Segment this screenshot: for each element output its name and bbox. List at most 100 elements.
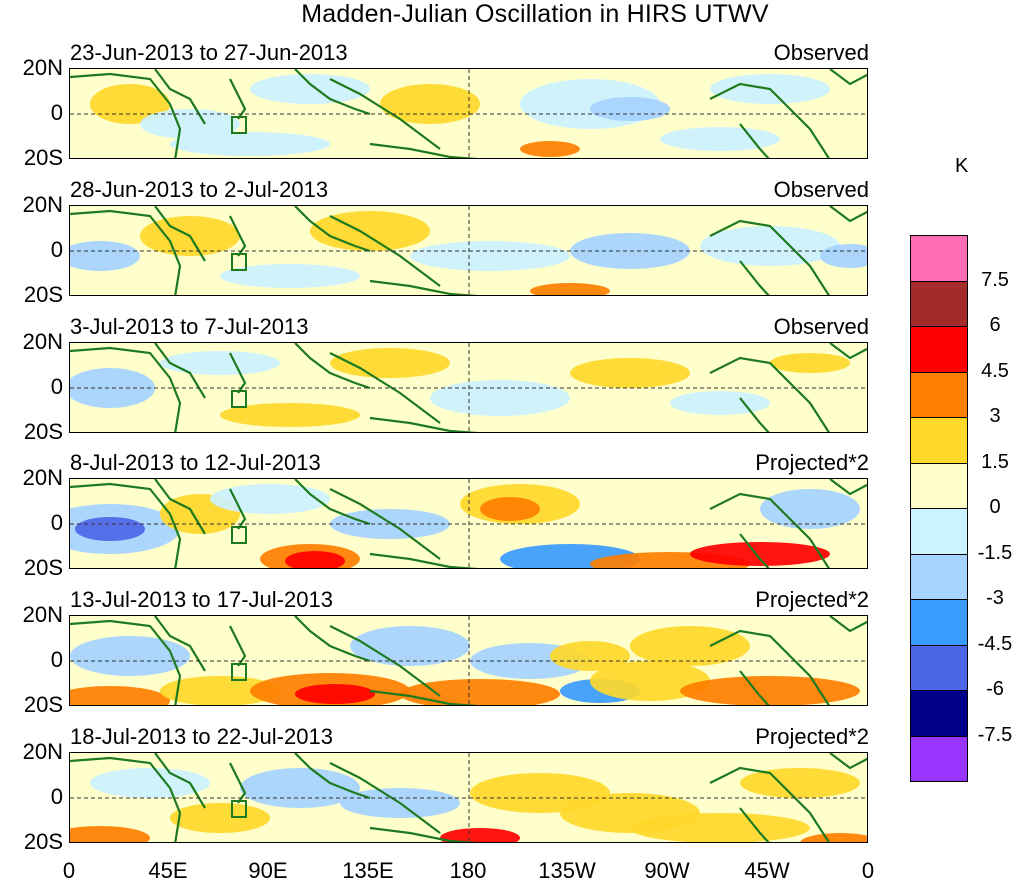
coastline bbox=[229, 625, 247, 667]
coastline bbox=[294, 343, 371, 390]
anomaly-contour bbox=[700, 226, 840, 266]
colorbar-label: -3 bbox=[986, 587, 1004, 609]
y-tick-label: 0 bbox=[50, 647, 63, 672]
coastline bbox=[829, 753, 867, 770]
anomaly-contour bbox=[70, 686, 170, 705]
colorbar-label: 6 bbox=[989, 314, 1001, 336]
anomaly-contour bbox=[440, 828, 520, 842]
anomaly-contour bbox=[550, 641, 630, 671]
anomaly-field bbox=[70, 616, 867, 705]
coastline bbox=[229, 215, 247, 257]
coastline bbox=[829, 479, 867, 496]
y-tick-label: 20S bbox=[23, 145, 63, 170]
anomaly-contour bbox=[630, 813, 810, 842]
coastline bbox=[294, 206, 371, 253]
panel-date-label: 13-Jul-2013 to 17-Jul-2013 bbox=[70, 587, 333, 612]
map-panel bbox=[69, 752, 868, 843]
coastline bbox=[829, 616, 867, 633]
coastline bbox=[739, 123, 770, 158]
anomaly-contour bbox=[220, 403, 360, 427]
coastline bbox=[709, 492, 831, 568]
y-tick-label: 20N bbox=[22, 465, 63, 490]
y-tick-label: 20N bbox=[22, 55, 63, 80]
coastline bbox=[369, 826, 479, 842]
coastline bbox=[70, 346, 182, 432]
panel-date-label: 28-Jun-2013 to 2-Jul-2013 bbox=[70, 177, 329, 202]
colorbar-swatch bbox=[910, 508, 968, 555]
anomaly-contour bbox=[690, 542, 830, 566]
anomaly-contour bbox=[410, 241, 570, 271]
map-panel bbox=[69, 615, 868, 706]
coastline bbox=[70, 619, 182, 705]
anomaly-contour bbox=[350, 626, 470, 666]
coastline bbox=[70, 209, 182, 295]
coastline bbox=[709, 219, 831, 295]
anomaly-contour bbox=[400, 679, 560, 705]
anomaly-field bbox=[70, 69, 867, 158]
colorbar-swatch bbox=[910, 553, 968, 600]
island-outline bbox=[231, 800, 247, 818]
anomaly-field bbox=[70, 753, 867, 842]
colorbar-swatch bbox=[910, 371, 968, 418]
colorbar-swatch bbox=[910, 417, 968, 464]
panel-mode-label: Observed bbox=[773, 40, 869, 65]
coastline bbox=[739, 533, 770, 568]
coastline bbox=[229, 78, 247, 120]
anomaly-contour bbox=[160, 676, 280, 705]
coastline bbox=[294, 616, 371, 663]
y-tick-label: 20S bbox=[23, 829, 63, 854]
y-tick-label: 20N bbox=[22, 602, 63, 627]
y-tick-label: 20N bbox=[22, 329, 63, 354]
coastline bbox=[329, 352, 441, 424]
anomaly-contour bbox=[590, 97, 670, 121]
coastline bbox=[739, 260, 770, 295]
coastline bbox=[369, 416, 479, 432]
anomaly-contour bbox=[480, 497, 540, 521]
anomaly-contour bbox=[630, 626, 750, 666]
coastline bbox=[229, 762, 247, 804]
x-tick-label: 180 bbox=[449, 858, 487, 883]
anomaly-field bbox=[70, 343, 867, 432]
anomaly-contour bbox=[160, 351, 280, 375]
coastline bbox=[709, 629, 831, 705]
colorbar-swatch bbox=[910, 462, 968, 509]
coastline bbox=[70, 756, 182, 842]
panel-date-label: 23-Jun-2013 to 27-Jun-2013 bbox=[70, 40, 348, 65]
y-tick-label: 20N bbox=[22, 192, 63, 217]
coastline bbox=[294, 69, 371, 116]
map-panel bbox=[69, 205, 868, 296]
coastline bbox=[229, 488, 247, 530]
coastline bbox=[154, 479, 206, 535]
figure-title: Madden-Julian Oscillation in HIRS UTWV bbox=[301, 0, 769, 28]
y-tick-label: 0 bbox=[50, 374, 63, 399]
panel-mode-label: Projected*2 bbox=[755, 587, 869, 612]
coastline bbox=[70, 72, 182, 158]
coastline bbox=[829, 343, 867, 360]
coastline bbox=[369, 689, 479, 705]
colorbar-label: -1.5 bbox=[977, 541, 1013, 564]
colorbar-label: 4.5 bbox=[981, 359, 1009, 382]
coastline bbox=[154, 69, 206, 125]
y-tick-label: 20S bbox=[23, 419, 63, 444]
y-tick-label: 20S bbox=[23, 692, 63, 717]
coastline bbox=[229, 352, 247, 394]
anomaly-contour bbox=[220, 264, 360, 288]
anomaly-contour bbox=[170, 132, 330, 156]
anomaly-contour bbox=[530, 283, 610, 295]
colorbar-swatch bbox=[910, 326, 968, 373]
island-outline bbox=[231, 390, 247, 408]
anomaly-contour bbox=[570, 358, 690, 388]
anomaly-contour bbox=[295, 684, 375, 704]
x-tick-label: 45E bbox=[148, 858, 188, 883]
map-panel bbox=[69, 68, 868, 159]
anomaly-contour bbox=[75, 517, 145, 541]
x-tick-label: 0 bbox=[62, 858, 76, 883]
anomaly-contour bbox=[330, 348, 450, 378]
colorbar-label: 1.5 bbox=[981, 450, 1009, 473]
x-tick-label: 45W bbox=[744, 858, 790, 883]
colorbar-label: -7.5 bbox=[977, 723, 1013, 746]
colorbar-label: -4.5 bbox=[977, 632, 1013, 655]
anomaly-contour bbox=[310, 211, 430, 251]
anomaly-contour bbox=[820, 244, 867, 268]
anomaly-field bbox=[70, 479, 867, 568]
